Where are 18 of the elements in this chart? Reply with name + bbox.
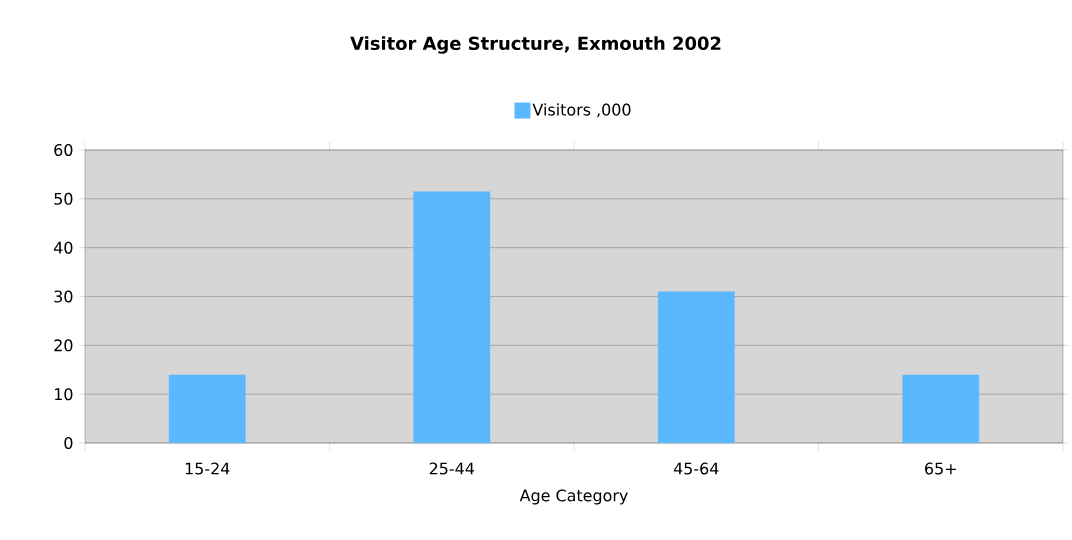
legend-label: Visitors ,000	[532, 103, 631, 118]
bar	[657, 291, 735, 443]
y-tick-label: 50	[54, 192, 73, 205]
y-tick-label: 30	[54, 290, 73, 303]
y-tick-label: 60	[54, 143, 73, 157]
x-tick-label: 45-64	[673, 462, 719, 475]
x-tick-label: 25-44	[429, 462, 475, 475]
chart-title: Visitor Age Structure, Exmouth 2002	[350, 36, 721, 54]
bar	[902, 374, 980, 443]
bar	[413, 191, 491, 443]
bar	[168, 374, 246, 443]
x-axis-title: Age Category	[519, 489, 628, 505]
y-tick-label: 40	[53, 241, 73, 254]
x-tick-label: 15-24	[185, 462, 230, 475]
x-tick-label: 65+	[925, 462, 956, 475]
y-tick-label: 20	[54, 339, 73, 352]
y-tick-label: 0	[64, 436, 73, 450]
y-tick-label: 10	[54, 388, 73, 401]
